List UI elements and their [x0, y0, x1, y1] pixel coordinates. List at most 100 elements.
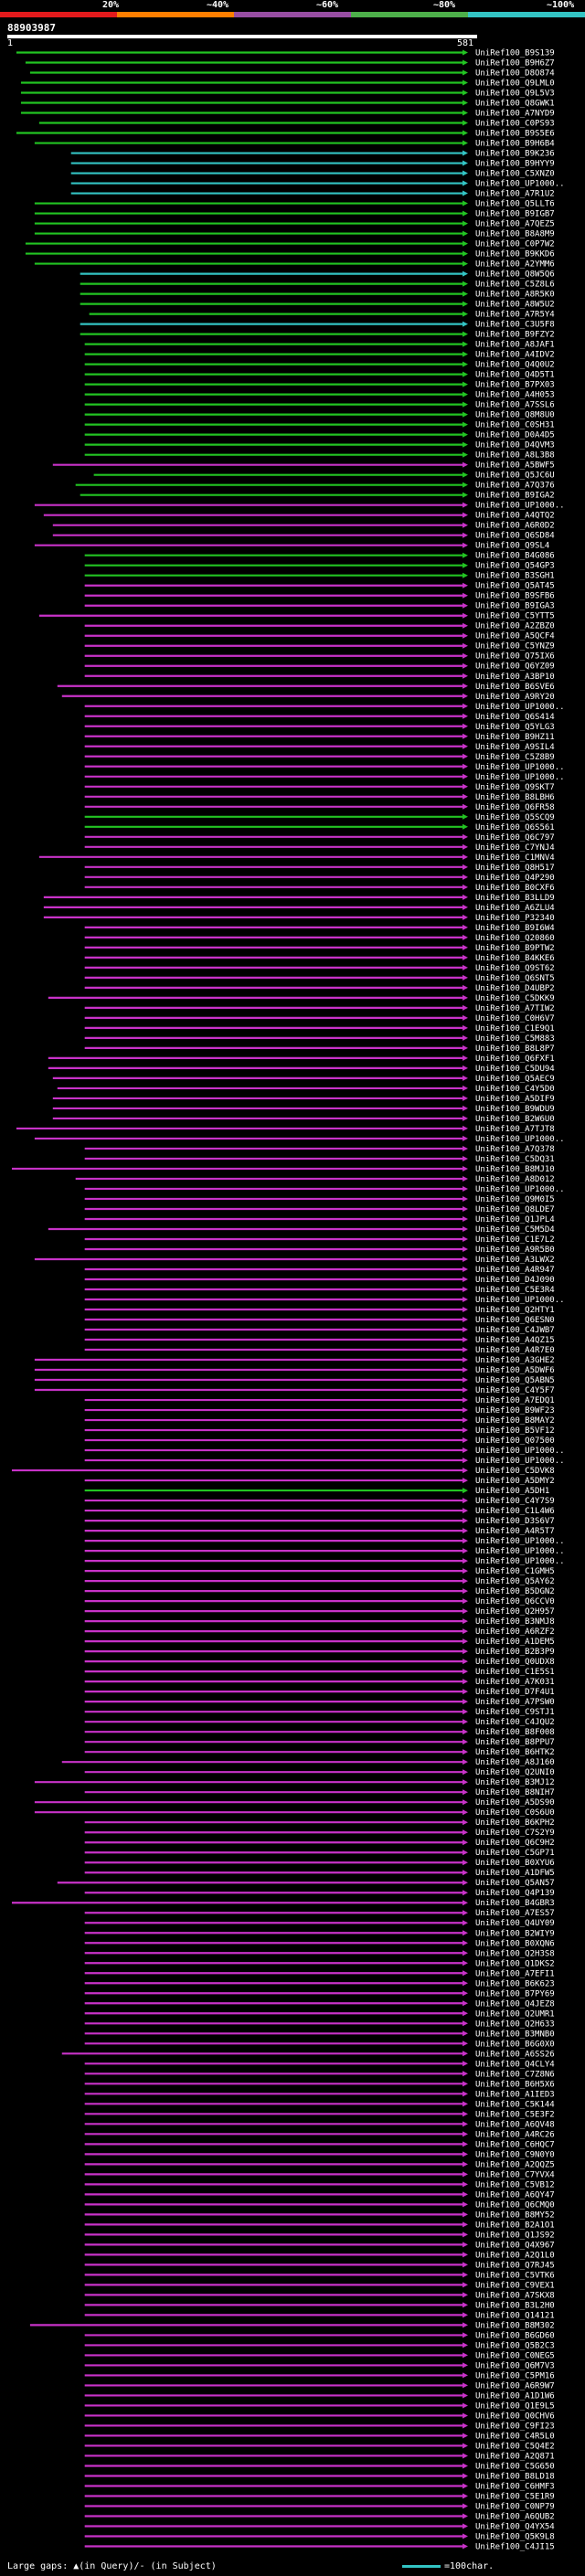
hit-label[interactable]: UniRef100_B5DGN2	[475, 1587, 555, 1596]
hit-label[interactable]: UniRef100_Q6ESN0	[475, 1316, 555, 1325]
hit-label[interactable]: UniRef100_A8D012	[475, 1175, 555, 1184]
hit-label[interactable]: UniRef100_C5Z8B9	[475, 753, 555, 762]
hit-label[interactable]: UniRef100_Q4CLY4	[475, 2060, 555, 2069]
hit-label[interactable]: UniRef100_Q4JEZ8	[475, 1999, 555, 2009]
hit-label[interactable]: UniRef100_UP1000..	[475, 1547, 565, 1556]
hit-label[interactable]: UniRef100_A1DEM5	[475, 1638, 555, 1647]
hit-label[interactable]: UniRef100_A7PSW0	[475, 1698, 555, 1707]
hit-label[interactable]: UniRef100_Q5B2C3	[475, 2341, 555, 2350]
hit-label[interactable]: UniRef100_B8MJ10	[475, 1165, 555, 1174]
hit-label[interactable]: UniRef100_A4QZ15	[475, 1336, 555, 1345]
hit-label[interactable]: UniRef100_A9R5B0	[475, 1246, 555, 1255]
hit-label[interactable]: UniRef100_A4QTQ2	[475, 512, 555, 521]
hit-label[interactable]: UniRef100_A5DWF6	[475, 1366, 555, 1375]
hit-label[interactable]: UniRef100_B6SVE6	[475, 683, 555, 692]
hit-label[interactable]: UniRef100_Q8LDE7	[475, 1205, 555, 1214]
hit-label[interactable]: UniRef100_A5BWF5	[475, 461, 555, 471]
hit-label[interactable]: UniRef100_UP1000..	[475, 502, 565, 511]
hit-label[interactable]: UniRef100_A6SS26	[475, 2050, 555, 2059]
hit-label[interactable]: UniRef100_C1MNV4	[475, 853, 555, 863]
hit-label[interactable]: UniRef100_B9SFB6	[475, 592, 555, 601]
hit-label[interactable]: UniRef100_C5VTK6	[475, 2271, 555, 2280]
hit-label[interactable]: UniRef100_A8W5U2	[475, 301, 555, 310]
hit-label[interactable]: UniRef100_Q07500	[475, 1436, 555, 1446]
hit-label[interactable]: UniRef100_B3MNB0	[475, 2030, 555, 2039]
hit-label[interactable]: UniRef100_D8O874	[475, 69, 555, 79]
hit-label[interactable]: UniRef100_A7NYD9	[475, 110, 555, 119]
hit-label[interactable]: UniRef100_B9PTW2	[475, 944, 555, 953]
hit-label[interactable]: UniRef100_A8JAF1	[475, 341, 555, 350]
hit-label[interactable]: UniRef100_A4R947	[475, 1266, 555, 1275]
hit-label[interactable]: UniRef100_B2WIY9	[475, 1929, 555, 1938]
hit-label[interactable]: UniRef100_B0XQN6	[475, 1939, 555, 1948]
hit-label[interactable]: UniRef100_Q1E9L5	[475, 2401, 555, 2411]
hit-label[interactable]: UniRef100_Q9SKT7	[475, 783, 555, 792]
hit-label[interactable]: UniRef100_Q8H517	[475, 864, 555, 873]
hit-label[interactable]: UniRef100_B8PPU7	[475, 1738, 555, 1747]
hit-label[interactable]: UniRef100_B9IGA2	[475, 492, 555, 501]
hit-label[interactable]: UniRef100_B9H6B4	[475, 140, 555, 149]
hit-label[interactable]: UniRef100_C3U5F8	[475, 321, 555, 330]
hit-label[interactable]: UniRef100_Q5ABN5	[475, 1376, 555, 1385]
hit-label[interactable]: UniRef100_A9SIL4	[475, 743, 555, 752]
hit-label[interactable]: UniRef100_C9VEX1	[475, 2281, 555, 2290]
hit-label[interactable]: UniRef100_A7ES57	[475, 1909, 555, 1918]
hit-label[interactable]: UniRef100_Q1DKS2	[475, 1959, 555, 1968]
hit-label[interactable]: UniRef100_B7PY69	[475, 1989, 555, 1998]
hit-label[interactable]: UniRef100_B8LBH6	[475, 793, 555, 802]
hit-label[interactable]: UniRef100_UP1000..	[475, 180, 565, 189]
hit-label[interactable]: UniRef100_C5VB12	[475, 2180, 555, 2189]
hit-label[interactable]: UniRef100_A2Q1L0	[475, 2251, 555, 2260]
hit-label[interactable]: UniRef100_UP1000..	[475, 1185, 565, 1194]
hit-label[interactable]: UniRef100_C9N0Y0	[475, 2150, 555, 2159]
hit-label[interactable]: UniRef100_D0A4D5	[475, 431, 555, 440]
hit-label[interactable]: UniRef100_A5DIF9	[475, 1095, 555, 1104]
hit-label[interactable]: UniRef100_Q5JC6U	[475, 472, 555, 481]
hit-label[interactable]: UniRef100_B8M302	[475, 2321, 555, 2330]
hit-label[interactable]: UniRef100_Q6C797	[475, 833, 555, 843]
hit-label[interactable]: UniRef100_C0S6U0	[475, 1808, 555, 1818]
hit-label[interactable]: UniRef100_Q54GP3	[475, 562, 555, 571]
hit-label[interactable]: UniRef100_C7YNJ4	[475, 843, 555, 853]
hit-label[interactable]: UniRef100_Q6M7V3	[475, 2361, 555, 2370]
hit-label[interactable]: UniRef100_B2B3P9	[475, 1648, 555, 1657]
hit-label[interactable]: UniRef100_Q4X967	[475, 2241, 555, 2250]
hit-label[interactable]: UniRef100_B9WF23	[475, 1406, 555, 1415]
hit-label[interactable]: UniRef100_C5Z8L6	[475, 281, 555, 290]
hit-label[interactable]: UniRef100_C5M5D4	[475, 1225, 555, 1235]
hit-label[interactable]: UniRef100_A7TIW2	[475, 1004, 555, 1013]
hit-label[interactable]: UniRef100_B6HTK2	[475, 1748, 555, 1757]
hit-label[interactable]: UniRef100_A7SSL6	[475, 401, 555, 410]
hit-label[interactable]: UniRef100_C0P7W2	[475, 240, 555, 249]
hit-label[interactable]: UniRef100_C5M883	[475, 1034, 555, 1044]
hit-label[interactable]: UniRef100_D4UBP2	[475, 984, 555, 993]
hit-label[interactable]: UniRef100_B8L8P7	[475, 1044, 555, 1054]
hit-label[interactable]: UniRef100_B8MY52	[475, 2210, 555, 2220]
hit-label[interactable]: UniRef100_C1GMH5	[475, 1567, 555, 1576]
hit-label[interactable]: UniRef100_B8F008	[475, 1728, 555, 1737]
hit-label[interactable]: UniRef100_C0H6V7	[475, 1014, 555, 1023]
hit-label[interactable]: UniRef100_A7Q378	[475, 1145, 555, 1154]
hit-label[interactable]: UniRef100_Q8GWK1	[475, 100, 555, 109]
hit-label[interactable]: UniRef100_A5DMY2	[475, 1477, 555, 1486]
hit-label[interactable]: UniRef100_A7Q376	[475, 482, 555, 491]
hit-label[interactable]: UniRef100_C5K144	[475, 2100, 555, 2109]
hit-label[interactable]: UniRef100_A8L3B8	[475, 451, 555, 461]
hit-label[interactable]: UniRef100_Q5AY62	[475, 1577, 555, 1586]
hit-label[interactable]: UniRef100_B9KKD6	[475, 250, 555, 260]
hit-label[interactable]: UniRef100_C4JQU2	[475, 1718, 555, 1727]
hit-label[interactable]: UniRef100_Q4Q0U2	[475, 361, 555, 370]
hit-label[interactable]: UniRef100_A6QY47	[475, 2190, 555, 2200]
hit-label[interactable]: UniRef100_Q6S414	[475, 713, 555, 722]
hit-label[interactable]: UniRef100_A7TJT8	[475, 1125, 555, 1134]
hit-label[interactable]: UniRef100_B3L2H0	[475, 2301, 555, 2310]
hit-label[interactable]: UniRef100_C1E5S1	[475, 1668, 555, 1677]
hit-label[interactable]: UniRef100_B9K236	[475, 150, 555, 159]
hit-label[interactable]: UniRef100_Q9L5V3	[475, 90, 555, 99]
hit-label[interactable]: UniRef100_Q2HTY1	[475, 1306, 555, 1315]
hit-label[interactable]: UniRef100_A5DH1	[475, 1487, 549, 1496]
hit-label[interactable]: UniRef100_A1DFW5	[475, 1869, 555, 1878]
hit-label[interactable]: UniRef100_B3SGH1	[475, 572, 555, 581]
hit-label[interactable]: UniRef100_Q6FXF1	[475, 1055, 555, 1064]
hit-label[interactable]: UniRef100_A3GHE2	[475, 1356, 555, 1365]
